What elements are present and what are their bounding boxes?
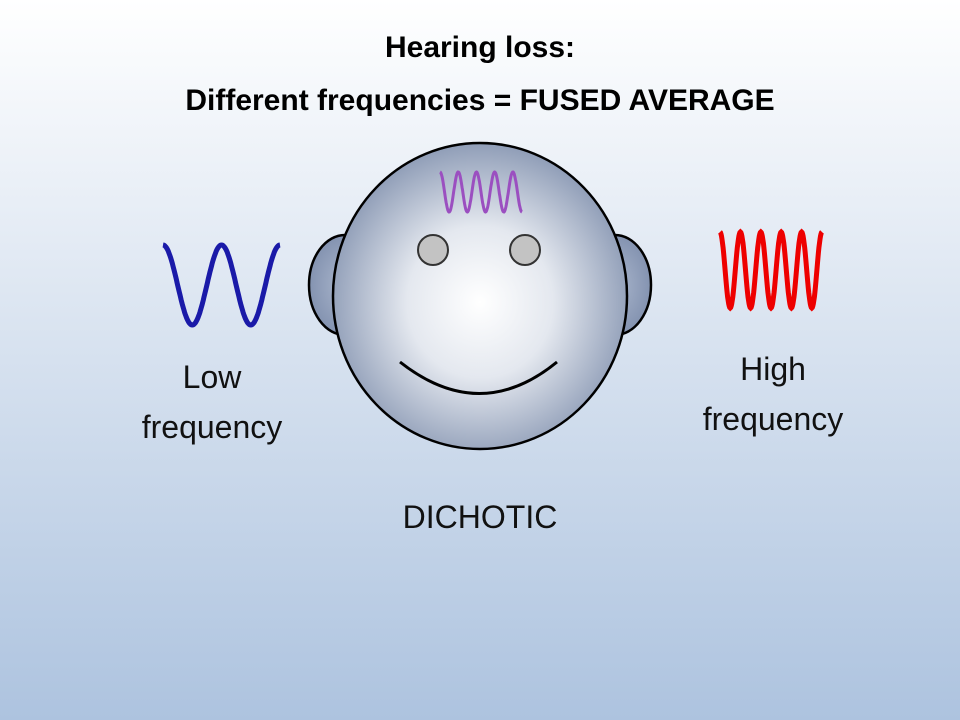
bottom-label: DICHOTIC: [403, 499, 558, 535]
eye: [417, 234, 449, 266]
eye: [509, 234, 541, 266]
high-frequency-wave: [718, 228, 824, 312]
right-label: High: [740, 351, 806, 387]
title-line: Different frequencies = FUSED AVERAGE: [185, 84, 774, 117]
low-frequency-wave: [162, 242, 281, 328]
right-label: frequency: [703, 401, 844, 437]
title-line: Hearing loss:: [385, 31, 575, 64]
fused-wave: [439, 170, 523, 214]
smile: [399, 360, 558, 395]
left-label: frequency: [142, 409, 283, 445]
left-label: Low: [183, 359, 243, 395]
head: [331, 141, 629, 451]
